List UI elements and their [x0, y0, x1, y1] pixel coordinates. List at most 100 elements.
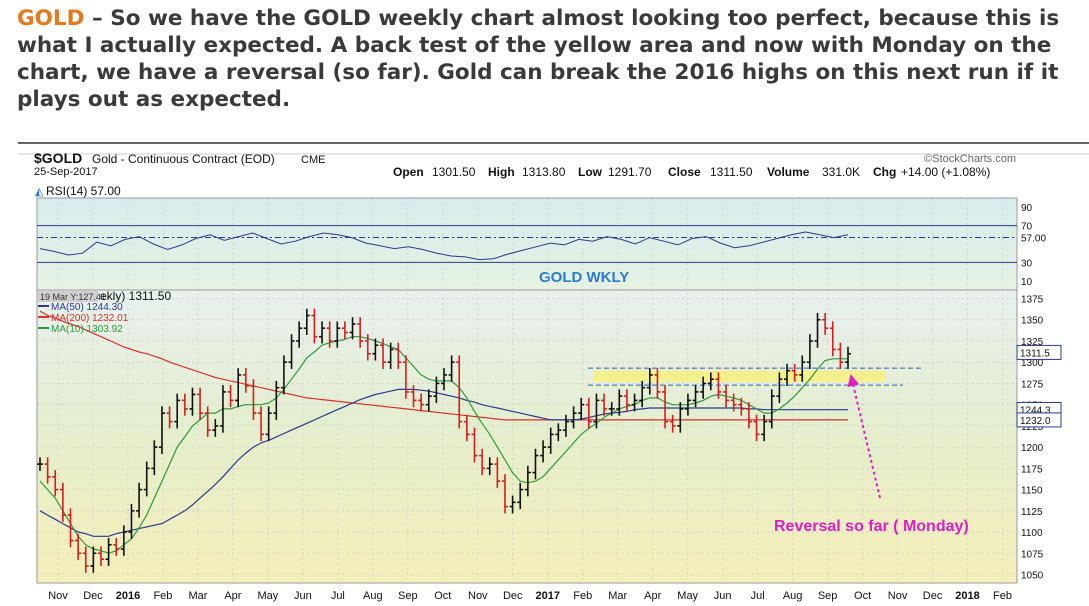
- candle: [684, 393, 691, 416]
- candle: [829, 321, 836, 357]
- quote-volume: 331.0K: [822, 165, 860, 179]
- candle: [250, 379, 257, 420]
- quote-row: Open 1301.50 High 1313.80 Low 1291.70 Cl…: [393, 165, 990, 179]
- candle: [662, 385, 669, 429]
- price-tag-label: 1311.5: [1020, 348, 1050, 359]
- candle: [105, 537, 112, 567]
- legend-label: MA(200) 1232.01: [51, 313, 129, 324]
- rsi-tick-label: 90: [1021, 203, 1033, 214]
- candle: [654, 368, 661, 399]
- rsi-panel: [36, 197, 1018, 291]
- y-tick-label: 1350: [1021, 316, 1044, 327]
- quote-close: 1311.50: [710, 165, 753, 179]
- candle: [97, 546, 104, 567]
- candle: [822, 312, 829, 336]
- candle: [463, 414, 470, 442]
- candle: [395, 342, 402, 369]
- candle: [631, 393, 638, 412]
- candle: [814, 312, 821, 348]
- candle: [303, 308, 310, 336]
- candle: [738, 397, 745, 416]
- x-tick-label: Nov: [888, 590, 908, 602]
- x-tick-label: Apr: [224, 590, 241, 602]
- candle: [509, 495, 516, 514]
- quote-open: 1301.50: [432, 165, 476, 179]
- article-paragraph: GOLD – So we have the GOLD weekly chart …: [17, 5, 1077, 113]
- candle: [601, 393, 608, 416]
- candle: [242, 368, 249, 393]
- quote-high-label: High: [488, 165, 515, 179]
- candle: [471, 427, 478, 463]
- price-panel: [36, 289, 1018, 584]
- candle: [753, 414, 760, 442]
- y-tick-label: 1175: [1021, 464, 1043, 475]
- candle: [181, 393, 188, 416]
- x-tick-label: Apr: [644, 590, 661, 602]
- candle: [669, 414, 676, 433]
- y-tick-label: 1275: [1021, 379, 1044, 390]
- chart-panel: $GOLD Gold - Continuous Contract (EOD) C…: [18, 142, 1089, 606]
- candle: [540, 440, 547, 463]
- candle: [166, 406, 173, 429]
- ma50-line: [39, 388, 848, 537]
- candle: [745, 402, 752, 429]
- yellow-zone: [588, 367, 923, 386]
- candle: [562, 414, 569, 437]
- x-tick-label: Dec: [83, 590, 103, 602]
- y-tick-label: 1150: [1021, 486, 1043, 497]
- quote-low-label: Low: [578, 165, 603, 179]
- candle: [486, 457, 493, 476]
- candle: [761, 414, 768, 442]
- candle: [639, 380, 646, 408]
- candle: [517, 482, 524, 510]
- x-tick-label: Dec: [503, 590, 523, 602]
- x-tick-label: Aug: [363, 590, 383, 602]
- annotation-arrow: [847, 374, 881, 499]
- candle: [715, 372, 722, 399]
- candle: [723, 385, 730, 408]
- article-lead: GOLD: [17, 6, 85, 31]
- rsi-tick-label: 30: [1021, 258, 1033, 269]
- rsi-tick-label: 10: [1021, 277, 1033, 288]
- candle: [479, 448, 486, 476]
- candle: [189, 387, 196, 416]
- candle: [349, 317, 356, 340]
- candle: [700, 376, 707, 399]
- candle: [37, 457, 43, 471]
- x-tick-label: Oct: [854, 590, 871, 602]
- legend-label: MA(50) 1244.30: [51, 302, 123, 313]
- candle: [158, 406, 165, 454]
- candle: [364, 334, 371, 361]
- candle: [372, 338, 379, 361]
- candle: [44, 457, 51, 484]
- x-tick-label: Feb: [573, 590, 592, 602]
- candle: [311, 308, 318, 344]
- candle: [806, 334, 813, 369]
- candle: [67, 508, 74, 548]
- candle: [570, 406, 577, 429]
- candle: [791, 363, 798, 382]
- candle: [296, 321, 303, 348]
- article-text: – So we have the GOLD weekly chart almos…: [17, 6, 1060, 112]
- candle: [265, 406, 272, 442]
- chart-date: 25-Sep-2017: [34, 166, 98, 178]
- candle: [768, 389, 775, 429]
- quote-chg-label: Chg: [873, 165, 896, 179]
- y-tick-label: 1100: [1021, 528, 1043, 539]
- symbol-label: $GOLD: [34, 150, 82, 166]
- legend-label: MA(10) 1303.92: [51, 324, 123, 335]
- quote-open-label: Open: [393, 165, 424, 179]
- candle: [456, 355, 463, 429]
- candle: [578, 397, 585, 420]
- x-tick-label: May: [258, 590, 279, 602]
- x-tick-label: Jun: [294, 590, 312, 602]
- axes: 1375135013251300127512501225120011751150…: [48, 203, 1062, 602]
- candle: [532, 448, 539, 480]
- candle: [524, 465, 531, 497]
- candle: [501, 474, 508, 514]
- candle: [288, 334, 295, 369]
- candle: [646, 368, 653, 395]
- rsi-line: [39, 231, 849, 261]
- gold-weekly-chart: $GOLD Gold - Continuous Contract (EOD) C…: [18, 150, 1089, 602]
- candle: [82, 546, 89, 573]
